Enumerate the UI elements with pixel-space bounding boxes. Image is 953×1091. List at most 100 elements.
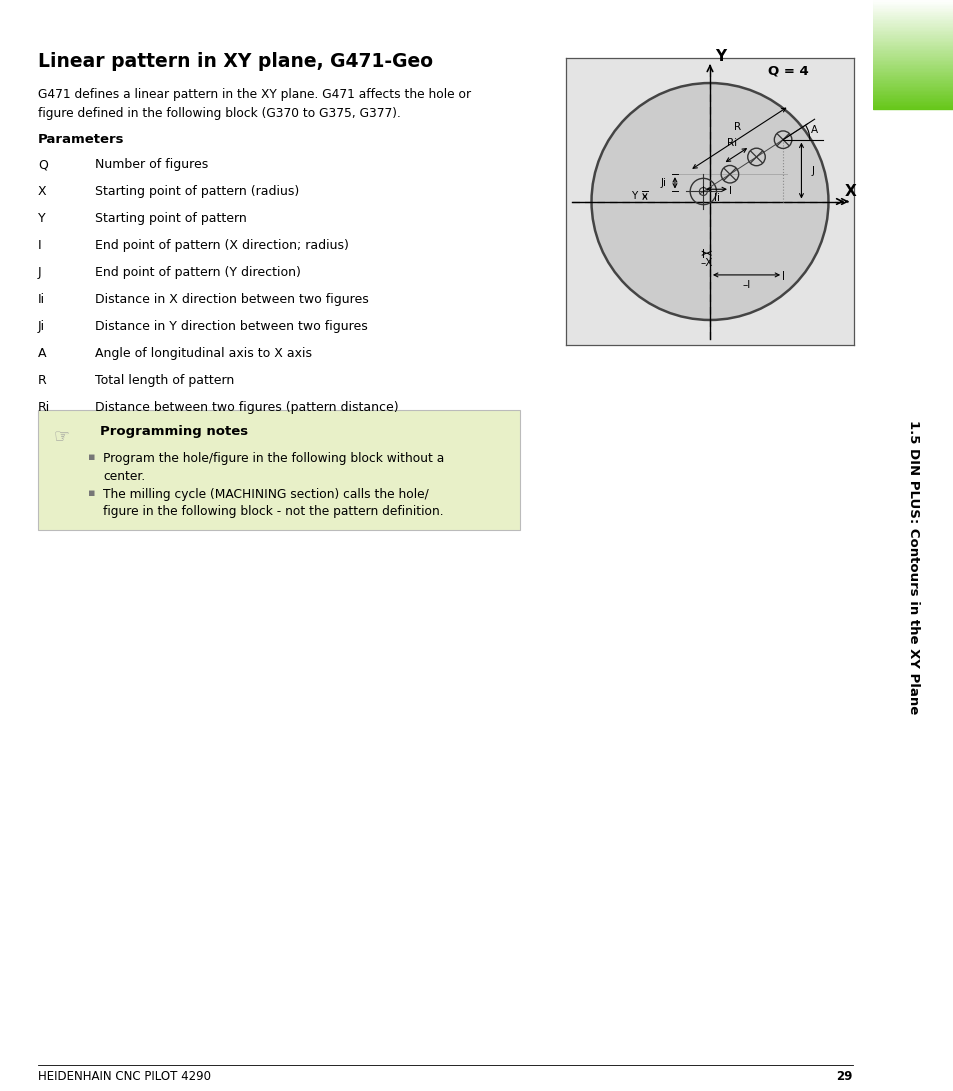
Text: Ji: Ji [38,320,45,333]
Bar [872,92,953,93]
Bar [872,48,953,49]
Bar [872,83,953,85]
Bar [872,105,953,107]
Bar [872,0,953,1]
Bar [872,108,953,109]
Bar [872,61,953,62]
Bar [872,23,953,24]
Bar [872,56,953,57]
Bar [872,7,953,8]
Bar [872,57,953,59]
Bar [872,59,953,60]
Bar [872,91,953,92]
Text: Linear pattern in XY plane, G471-Geo: Linear pattern in XY plane, G471-Geo [38,52,433,71]
Bar [872,101,953,103]
Text: Distance in X direction between two figures: Distance in X direction between two figu… [95,293,369,305]
Bar [872,28,953,29]
Text: 29: 29 [836,1070,852,1083]
Text: End point of pattern (X direction; radius): End point of pattern (X direction; radiu… [95,239,349,252]
Bar [872,86,953,87]
Text: Total length of pattern: Total length of pattern [95,374,234,387]
Text: X: X [38,185,47,197]
Bar [872,26,953,27]
Text: R: R [734,122,740,132]
Bar [872,76,953,77]
Text: Q = 4: Q = 4 [767,64,808,77]
Bar [872,79,953,81]
Text: Program the hole/figure in the following block without a
center.: Program the hole/figure in the following… [103,452,444,482]
Bar [872,98,953,99]
Bar [872,72,953,74]
Bar [872,46,953,48]
Bar [872,11,953,12]
Bar [872,51,953,53]
Text: Angle of longitudinal axis to X axis: Angle of longitudinal axis to X axis [95,347,312,360]
Bar [872,70,953,71]
Bar [872,94,953,95]
Text: J: J [38,266,42,279]
Text: Y: Y [630,192,637,202]
Bar [872,37,953,38]
Bar [872,87,953,88]
Bar [872,62,953,64]
Circle shape [591,83,827,320]
Text: Parameters: Parameters [38,133,125,146]
FancyBboxPatch shape [38,410,519,530]
Text: Ri: Ri [38,401,51,413]
Text: G471 defines a linear pattern in the XY plane. G471 affects the hole or
figure d: G471 defines a linear pattern in the XY … [38,88,471,120]
Bar [872,17,953,19]
Text: Distance between two figures (pattern distance): Distance between two figures (pattern di… [95,401,398,413]
Bar [872,13,953,15]
Bar [872,19,953,21]
Bar [872,67,953,68]
Text: ▪: ▪ [88,452,95,461]
Text: Ii: Ii [713,193,719,203]
Bar [872,10,953,11]
Bar [872,24,953,26]
Bar [872,32,953,33]
Bar [872,85,953,86]
Bar [872,81,953,82]
Bar [872,53,953,55]
Bar [872,44,953,45]
Bar [872,64,953,65]
Bar [872,95,953,97]
Bar [872,29,953,32]
Text: J: J [811,166,814,176]
Text: Number of figures: Number of figures [95,158,208,171]
Bar [872,55,953,56]
Text: X: X [844,184,856,200]
Bar [872,103,953,104]
Text: Starting point of pattern: Starting point of pattern [95,212,247,225]
Text: Starting point of pattern (radius): Starting point of pattern (radius) [95,185,299,197]
Text: Ji: Ji [659,178,665,188]
Bar [872,34,953,35]
Bar [872,5,953,7]
Text: Y: Y [38,212,46,225]
Text: Distance in Y direction between two figures: Distance in Y direction between two figu… [95,320,367,333]
Text: Y: Y [714,49,725,64]
Bar [872,9,953,10]
Bar [872,43,953,44]
Bar [872,77,953,79]
Bar [872,104,953,105]
Bar [872,22,953,23]
Text: ☞: ☞ [54,427,70,445]
Text: A: A [38,347,47,360]
Bar [872,12,953,13]
Text: A: A [810,125,817,135]
Text: –I: –I [741,280,750,290]
Text: Programming notes: Programming notes [100,425,248,437]
Text: HEIDENHAIN CNC PILOT 4290: HEIDENHAIN CNC PILOT 4290 [38,1070,211,1083]
Text: Ii: Ii [38,293,45,305]
Bar [872,50,953,51]
Text: I: I [38,239,42,252]
Bar [872,65,953,67]
Bar [872,45,953,46]
Bar [872,88,953,91]
Bar [872,27,953,28]
Bar [872,60,953,61]
Bar [872,49,953,50]
Text: –X: –X [700,259,712,268]
Text: Ri: Ri [726,139,737,148]
